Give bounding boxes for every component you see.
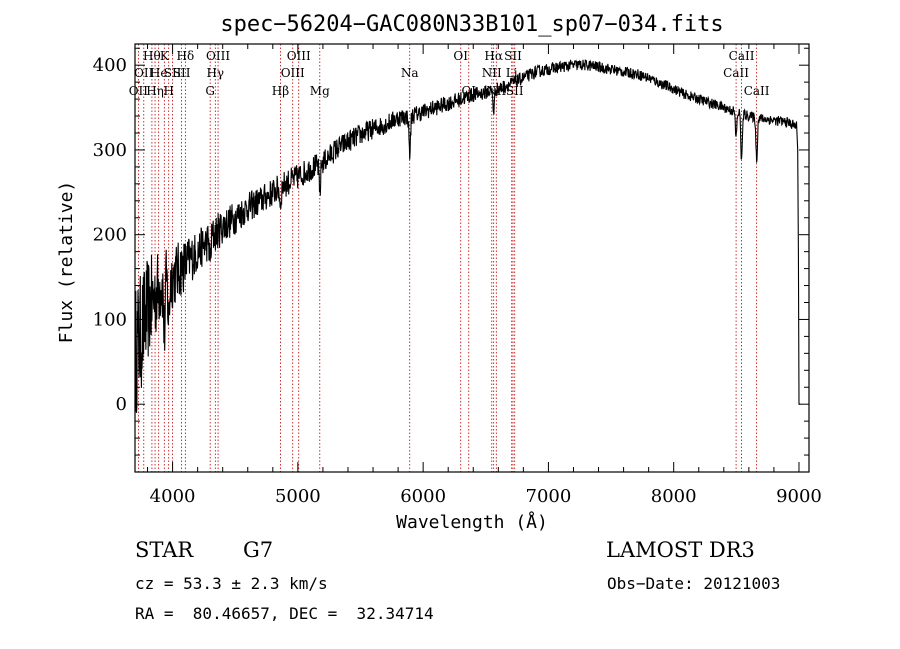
line-marker-label: Hδ: [177, 49, 195, 63]
line-marker-label: G: [205, 84, 215, 98]
line-marker-label: OI: [453, 49, 468, 63]
line-marker-label: SII: [173, 66, 191, 80]
y-tick-label: 200: [93, 225, 127, 246]
line-marker-label: CaII: [744, 84, 770, 98]
y-tick-label: 400: [93, 55, 127, 76]
line-marker-label: OII: [129, 84, 149, 98]
line-marker-label: Hα: [484, 49, 503, 63]
line-markers: [137, 44, 758, 472]
line-marker-label: K: [160, 49, 170, 63]
line-marker-label: SII: [506, 84, 524, 98]
x-tick-label: 6000: [400, 486, 446, 507]
x-tick-label: 8000: [651, 486, 697, 507]
line-marker-label: OII: [134, 66, 154, 80]
y-axis-label: Flux (relative): [56, 181, 77, 344]
coordinates: RA = 80.46657, DEC = 32.34714: [135, 604, 434, 623]
chart-title: spec−56204−GAC080N33B101_sp07−034.fits: [220, 12, 723, 37]
line-marker-label: Na: [401, 66, 419, 80]
spectrum-line: [134, 59, 801, 413]
line-marker-label: NII: [482, 66, 502, 80]
line-marker-label: Li: [506, 66, 518, 80]
line-marker-label: SII: [504, 49, 522, 63]
object-class: STAR: [135, 538, 194, 562]
line-marker-label: Hβ: [272, 84, 289, 98]
y-axis-ticks: 0 100 200 300 400: [93, 47, 809, 456]
y-tick-label: 300: [93, 140, 127, 161]
x-tick-label: 7000: [526, 486, 572, 507]
obs-date: Obs−Date: 20121003: [607, 574, 781, 593]
x-tick-label: 5000: [275, 486, 321, 507]
line-marker-label: CaII: [729, 49, 755, 63]
survey-name: LAMOST DR3: [606, 538, 755, 562]
x-axis-ticks: 4000 5000 6000 7000 8000 9000: [147, 44, 822, 507]
line-marker-label: OIII: [281, 66, 305, 80]
x-tick-label: 4000: [150, 486, 196, 507]
line-marker-label: OIII: [206, 49, 230, 63]
object-subclass: G7: [243, 538, 274, 562]
line-marker-label: Hθ: [143, 49, 161, 63]
line-marker-label: Hη: [146, 84, 164, 98]
x-axis-label: Wavelength (Å): [396, 511, 548, 533]
plot-frame: [134, 43, 810, 473]
line-marker-label: CaII: [723, 66, 749, 80]
line-marker-label: SII: [164, 66, 182, 80]
line-marker-label: H: [163, 84, 173, 98]
line-marker-label: Mg: [310, 84, 330, 98]
line-marker-label: OIII: [287, 49, 311, 63]
line-marker-label: He: [150, 66, 168, 80]
y-tick-label: 100: [93, 309, 127, 330]
redshift-readout: cz = 53.3 ± 2.3 km/s: [135, 574, 328, 593]
x-tick-label: 9000: [776, 486, 822, 507]
y-tick-label: 0: [116, 394, 127, 415]
line-marker-label: Hγ: [206, 66, 224, 80]
line-marker-labels: OIIOIIHθHηHeKHSIIHδSIIGHγOIIIHβOIIIOIIIM…: [129, 49, 770, 98]
